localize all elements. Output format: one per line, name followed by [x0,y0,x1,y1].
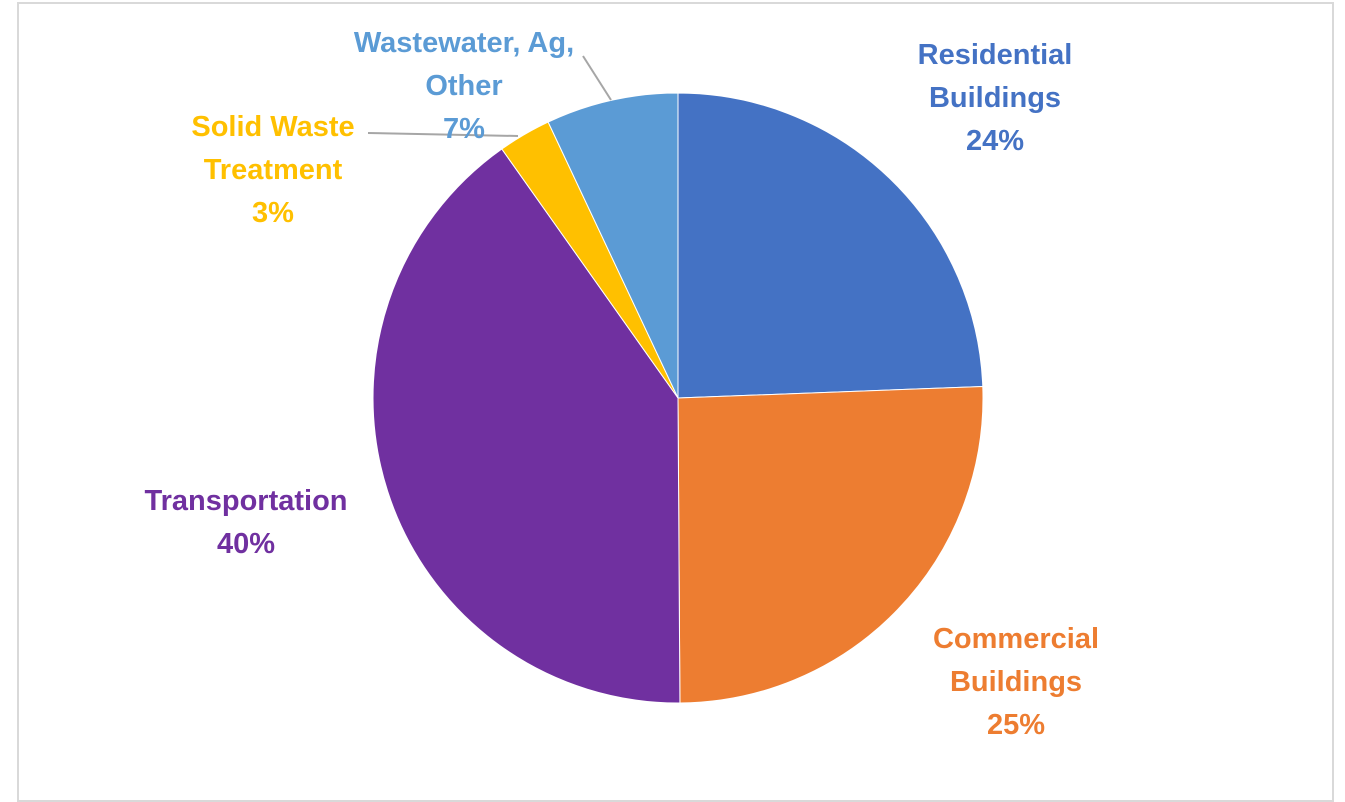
pie-slice-4 [547,92,679,399]
slice-label-line: Commercial [933,623,1099,655]
slice-label-line: Wastewater, Ag, [354,27,574,59]
leader-lines [367,55,612,137]
slice-labels: Residential Buildings 24% Commercial Buildin… [144,27,1099,741]
slice-percent: 3% [252,197,294,229]
slice-label-line: Buildings [950,666,1082,698]
slice-percent: 7% [443,113,485,145]
slice-label-1: Commercial Buildings 25% [933,623,1099,741]
slice-label-0: Residential Buildings 24% [918,39,1073,157]
slice-label-4: Wastewater, Ag, Other 7% [354,27,574,145]
leader-line-4 [582,55,612,101]
slice-label-2: Transportation 40% [144,485,347,560]
slice-label-line: Transportation [144,485,347,517]
pie-slice-1 [677,385,984,704]
slice-percent: 25% [987,709,1045,741]
pie-slices [372,92,984,704]
leader-line-3 [367,132,519,137]
slice-label-line: Buildings [929,82,1061,114]
slice-percent: 24% [966,125,1024,157]
slice-label-line: Treatment [204,154,343,186]
pie-slice-2 [372,148,681,704]
slice-label-line: Solid Waste [191,111,354,143]
slice-percent: 40% [217,528,275,560]
pie-slice-0 [677,92,984,399]
slice-label-3: Solid Waste Treatment 3% [191,111,354,229]
slice-label-line: Residential [918,39,1073,71]
slice-label-line: Other [425,70,502,102]
